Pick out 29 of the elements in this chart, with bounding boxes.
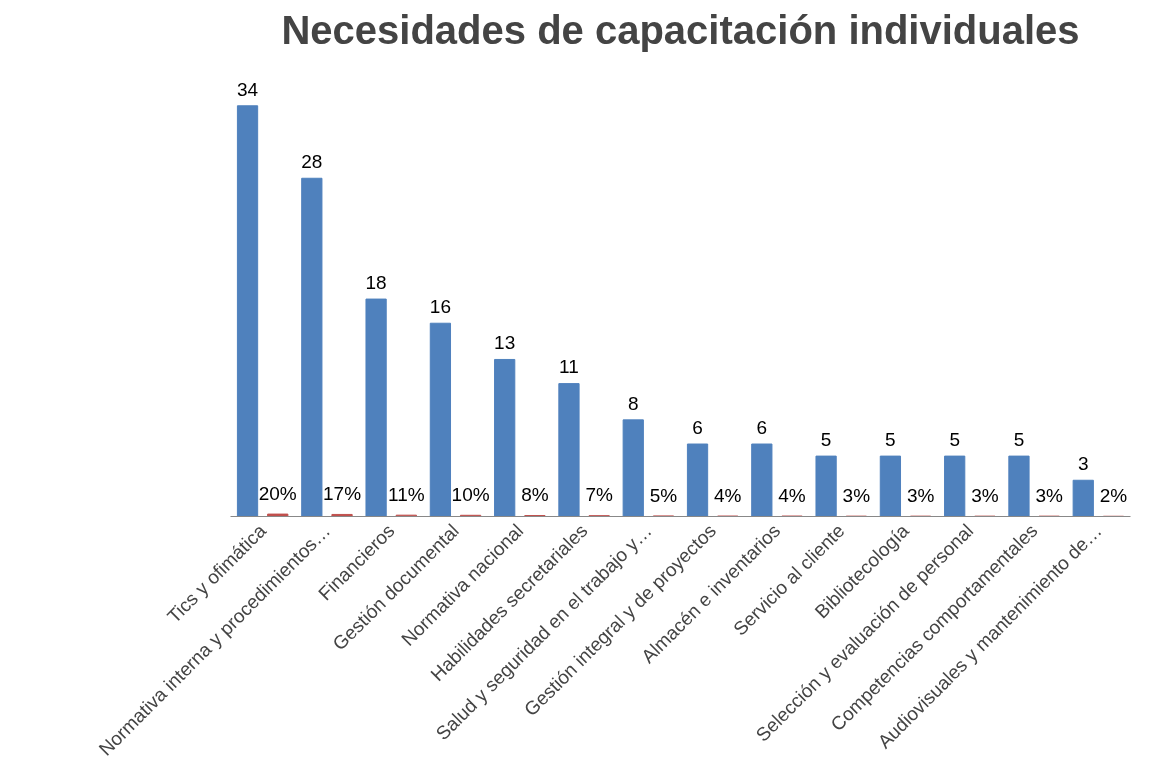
data-label: 4% [778, 484, 806, 506]
data-label: 20% [258, 482, 297, 504]
data-label: 8% [521, 484, 549, 506]
data-label: 6 [756, 416, 768, 438]
data-label: 11% [388, 483, 425, 505]
data-label: 13 [494, 332, 516, 354]
data-label: 4% [714, 484, 742, 506]
data-label: 10% [451, 484, 490, 506]
data-label: 5 [885, 428, 896, 450]
data-label: 28 [301, 151, 323, 172]
data-label: 16 [429, 295, 451, 317]
data-label: 6 [692, 416, 703, 438]
data-label: 11 [559, 356, 579, 378]
data-label: 3% [1035, 484, 1064, 506]
data-label: 5% [649, 484, 678, 506]
data-label: 3% [971, 484, 999, 506]
data-label: 7% [585, 484, 614, 506]
data-label: 3 [1077, 452, 1089, 474]
data-label: 34 [236, 78, 259, 100]
data-label: 17% [323, 483, 362, 505]
data-label: 5 [1013, 428, 1025, 450]
data-label: 5 [820, 428, 832, 450]
data-label: 5 [949, 428, 960, 450]
data-label: 3% [906, 484, 935, 506]
chart-title: Necesidades de capacitación individuales [281, 7, 1080, 52]
data-label: 3% [842, 484, 871, 506]
data-label: 2% [1099, 484, 1128, 506]
data-label: 8 [627, 392, 639, 414]
data-label: 18 [365, 271, 387, 293]
